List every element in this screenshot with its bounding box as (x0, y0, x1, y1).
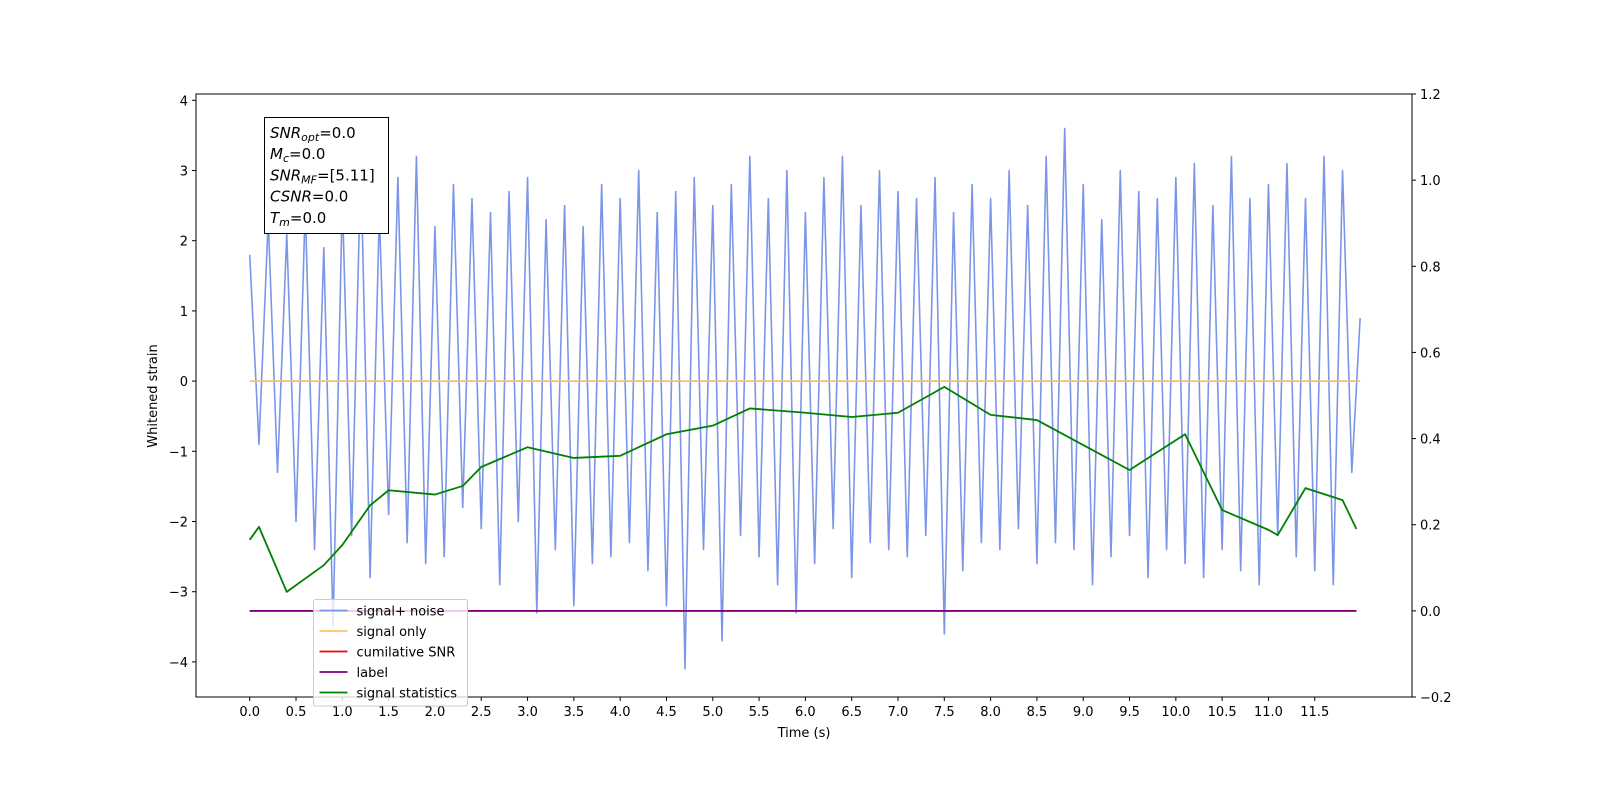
x-tick-label: 2.0 (425, 705, 446, 720)
annotation: Tm=0.0 (270, 209, 326, 229)
y-tick-label: 4 (180, 94, 188, 109)
annotation: SNRMF=[5.11] (270, 166, 375, 186)
x-tick-label: 8.5 (1027, 705, 1048, 720)
x-tick-label: 7.5 (934, 705, 955, 720)
x-tick-label: 2.5 (471, 705, 492, 720)
legend-label: signal+ noise (357, 605, 445, 620)
x-tick-label: 5.0 (702, 705, 723, 720)
y2-tick-label: 0.2 (1420, 519, 1441, 534)
annotation: Mc=0.0 (270, 145, 325, 165)
y-tick-label: −3 (169, 586, 188, 601)
x-tick-label: 1.5 (378, 705, 399, 720)
y-tick-label: −2 (169, 516, 188, 531)
annotation-rest: =0.0 (312, 188, 348, 206)
y2-tick-label: 0.6 (1420, 346, 1441, 361)
series-line (248, 385, 1358, 593)
x-axis-label: Time (s) (777, 726, 831, 741)
x-tick-label: 5.5 (749, 705, 770, 720)
y-tick-label: 2 (180, 235, 188, 250)
x-tick-label: 0.5 (286, 705, 307, 720)
legend-box (313, 599, 468, 707)
legend-label: signal only (357, 625, 427, 640)
y-tick-label: −4 (169, 656, 188, 671)
x-tick-label: 4.5 (656, 705, 677, 720)
x-tick-label: 4.0 (610, 705, 631, 720)
annotation-rest: =0.0 (290, 209, 326, 227)
x-tick-label: 0.0 (239, 705, 260, 720)
annotation-base: SNR (270, 124, 301, 142)
x-tick-label: 9.0 (1073, 705, 1094, 720)
y2-tick-label: 0.0 (1420, 605, 1441, 620)
annotation-base: SNR (270, 166, 301, 184)
x-tick-label: 6.5 (841, 705, 862, 720)
x-tick-label: 6.0 (795, 705, 816, 720)
y2-tick-label: 0.4 (1420, 433, 1441, 448)
annotation: SNRopt=0.0 (270, 124, 356, 144)
annotation-rest: =0.0 (289, 145, 325, 163)
y2-tick-label: −0.2 (1420, 691, 1452, 706)
annotation-base: M (270, 145, 283, 163)
annotation-rest: =[5.11] (317, 166, 375, 184)
annotation-sub: c (283, 152, 289, 165)
annotation-sub: m (279, 216, 290, 229)
x-tick-label: 11.5 (1300, 705, 1329, 720)
annotation-base: CSNR (270, 188, 312, 206)
x-tick-label: 11.0 (1254, 705, 1283, 720)
y2-tick-label: 1.0 (1420, 174, 1441, 189)
legend-label: label (357, 666, 388, 681)
annotation-sub: opt (301, 131, 320, 144)
annotation-box (264, 117, 389, 234)
x-tick-label: 3.5 (564, 705, 585, 720)
x-tick-label: 8.0 (980, 705, 1001, 720)
x-tick-label: 9.5 (1119, 705, 1140, 720)
y-tick-label: 1 (180, 305, 188, 320)
y-tick-label: −1 (169, 445, 188, 460)
annotation: CSNR=0.0 (270, 188, 348, 206)
y-axis-label: Whitened strain (146, 344, 161, 447)
y-tick-label: 3 (180, 165, 188, 180)
series-line (248, 127, 1361, 670)
axes-frame (195, 93, 1413, 698)
x-tick-label: 10.0 (1161, 705, 1190, 720)
y2-tick-label: 0.8 (1420, 260, 1441, 275)
x-tick-label: 7.0 (888, 705, 909, 720)
x-tick-label: 3.0 (517, 705, 538, 720)
annotation-rest: =0.0 (319, 124, 355, 142)
overlay: 0.0 0.5 1.0 1.5 2.0 2.5 3.0 3.5 4.0 4.5 5.0 5.5 6.0 6… (169, 88, 1452, 720)
annotation-sub: MF (301, 173, 317, 186)
x-tick-label: 10.5 (1208, 705, 1237, 720)
y2-tick-label: 1.2 (1420, 88, 1441, 103)
legend-label: cumilative SNR (357, 646, 456, 661)
legend-label: signal statistics (357, 687, 458, 702)
x-tick-label: 1.0 (332, 705, 353, 720)
annotation-base: T (270, 209, 281, 227)
y-tick-label: 0 (180, 375, 188, 390)
